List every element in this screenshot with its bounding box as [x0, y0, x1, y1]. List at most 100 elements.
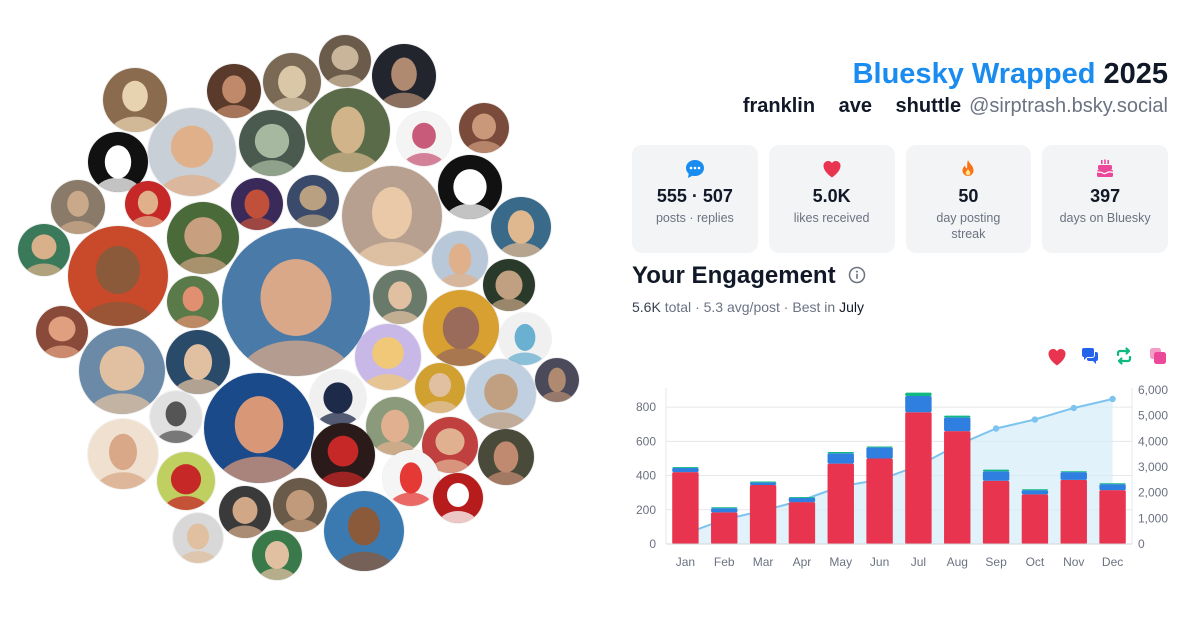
avatar[interactable]: [306, 88, 390, 172]
y-tick-label: 600: [636, 434, 656, 448]
avatar[interactable]: [535, 358, 579, 402]
stat-value: 555 · 507: [656, 186, 733, 206]
y2-tick-label: 3,000: [1138, 460, 1168, 474]
avatar[interactable]: [310, 370, 366, 426]
avatar[interactable]: [150, 391, 202, 443]
engagement-title: Your Engagement: [632, 262, 866, 291]
bar-likes: [672, 472, 699, 544]
bar-reposts: [1021, 489, 1049, 491]
stat-label: likes received: [793, 211, 870, 225]
avatar[interactable]: [157, 452, 215, 510]
avatar[interactable]: [79, 328, 165, 414]
avatar[interactable]: [252, 530, 302, 580]
avatar[interactable]: [311, 423, 375, 487]
filter-repost-icon[interactable]: [1114, 346, 1134, 366]
x-tick-label: Jul: [911, 555, 926, 569]
bar-likes: [1060, 479, 1087, 544]
bar-replies: [749, 482, 777, 485]
avatar[interactable]: [355, 324, 421, 390]
avatar[interactable]: [103, 68, 167, 132]
avatar[interactable]: [125, 181, 171, 227]
avatar[interactable]: [491, 197, 551, 257]
bar-reposts: [1060, 471, 1087, 473]
wrapped-panel: Bluesky Wrapped 2025 franklin ave shuttl…: [632, 0, 1168, 630]
y2-tick-label: 4,000: [1138, 434, 1168, 448]
avatar[interactable]: [324, 491, 404, 571]
x-tick-label: Sep: [985, 555, 1007, 569]
bar-reposts: [866, 446, 893, 448]
x-tick-label: Feb: [714, 555, 735, 569]
engagement-chart: 0 200 400 600 800 0 1,000 2,000 3,000 4,000 5,000 6…: [636, 383, 1168, 569]
avatar[interactable]: [366, 397, 424, 455]
stat-label: days on Bluesky: [1059, 211, 1151, 225]
x-tick-label: May: [829, 555, 852, 569]
stat-card: 5.0K likes received: [768, 145, 895, 253]
bar-replies: [944, 417, 971, 432]
avatar[interactable]: [423, 290, 499, 366]
engagement-best-month: July: [839, 299, 864, 315]
avatar[interactable]: [204, 373, 314, 483]
y2-tick-label: 1,000: [1138, 511, 1168, 525]
avatar[interactable]: [263, 53, 321, 111]
stat-value: 397: [1090, 186, 1121, 206]
avatar[interactable]: [438, 155, 502, 219]
bar-replies: [905, 395, 932, 413]
avatar[interactable]: [166, 330, 230, 394]
filter-reply-bubbles-icon[interactable]: [1080, 346, 1100, 366]
x-tick-label: Nov: [1063, 555, 1084, 569]
avatar[interactable]: [173, 513, 223, 563]
engagement-best-prefix: Best in: [792, 299, 836, 315]
avatar[interactable]: [167, 202, 239, 274]
filter-quote-icon[interactable]: [1148, 346, 1168, 366]
avatar[interactable]: [478, 429, 534, 485]
avatar[interactable]: [373, 270, 427, 324]
avatar[interactable]: [148, 108, 236, 196]
avatar[interactable]: [342, 166, 442, 266]
avatar[interactable]: [459, 103, 509, 153]
avatar[interactable]: [273, 478, 327, 532]
avatar[interactable]: [36, 306, 88, 358]
avatar[interactable]: [219, 486, 271, 538]
y2-tick-label: 2,000: [1138, 486, 1168, 500]
avatar[interactable]: [167, 276, 219, 328]
user-handle[interactable]: @sirptrash.bsky.social: [969, 95, 1168, 117]
avatar[interactable]: [231, 178, 283, 230]
y-tick-label: 800: [636, 400, 656, 414]
info-icon[interactable]: [848, 263, 866, 291]
filter-heart-icon[interactable]: [1046, 346, 1066, 366]
y2-tick-label: 5,000: [1138, 409, 1168, 423]
avatar[interactable]: [68, 226, 168, 326]
avatar[interactable]: [207, 64, 261, 118]
avatar[interactable]: [415, 363, 465, 413]
avatar[interactable]: [88, 419, 158, 489]
bar-likes: [982, 480, 1010, 544]
avatar[interactable]: [51, 180, 105, 234]
x-tick-label: Aug: [947, 555, 968, 569]
bar-replies: [788, 497, 816, 503]
cake-icon: [1042, 158, 1168, 180]
bar-replies: [711, 508, 738, 513]
bar-likes: [944, 431, 971, 544]
avatar[interactable]: [319, 35, 371, 87]
avatar[interactable]: [372, 44, 436, 108]
avatar[interactable]: [18, 224, 70, 276]
bar-likes: [1021, 494, 1049, 544]
avatar[interactable]: [239, 110, 305, 176]
y2-tick-label: 6,000: [1138, 383, 1168, 397]
bar-reposts: [672, 467, 699, 468]
avatar[interactable]: [499, 313, 551, 365]
bar-likes: [866, 458, 893, 544]
bar-likes: [1099, 490, 1126, 544]
avatar[interactable]: [433, 473, 483, 523]
avatar[interactable]: [483, 259, 535, 311]
engagement-avg: 5.3 avg/post: [703, 299, 780, 315]
avatar[interactable]: [222, 228, 370, 376]
avatar[interactable]: [397, 112, 451, 166]
bar-reposts: [905, 392, 932, 396]
bar-reposts: [827, 451, 854, 454]
avatar[interactable]: [287, 175, 339, 227]
avatar[interactable]: [466, 359, 536, 429]
bar-reposts: [944, 415, 971, 418]
avatar[interactable]: [432, 231, 488, 287]
avatar[interactable]: [383, 450, 439, 506]
